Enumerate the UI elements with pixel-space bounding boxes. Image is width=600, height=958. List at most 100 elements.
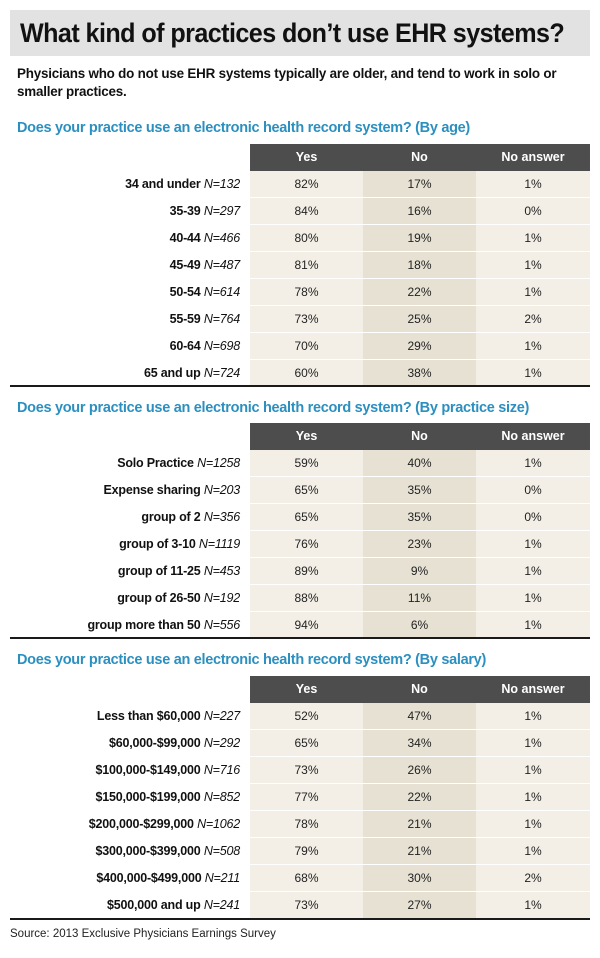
row-label: group more than 50 N=556 [10, 612, 240, 639]
cell-no: 21% [363, 838, 476, 864]
cell-no-answer: 1% [476, 333, 590, 359]
row-sample-size: N=241 [203, 898, 240, 912]
cell-yes: 79% [250, 838, 363, 864]
column-header-yes: Yes [295, 682, 318, 696]
table-row: $300,000-$399,000 N=508 79% 21% 1% [10, 838, 590, 865]
cell-yes: 76% [250, 531, 363, 557]
cell-no: 22% [363, 784, 476, 810]
cell-no: 35% [363, 477, 476, 503]
cell-no: 18% [363, 252, 476, 278]
row-label: 35-39 N=297 [10, 198, 241, 225]
row-label: $400,000-$499,000 N=211 [10, 865, 240, 892]
cell-no-answer: 1% [476, 784, 590, 810]
table-row: $500,000 and up N=241 73% 27% 1% [10, 892, 590, 919]
table-header: Yes No No answer [250, 423, 590, 450]
row-label: Expense sharing N=203 [10, 477, 241, 504]
table-row: Expense sharing N=203 65% 35% 0% [10, 477, 590, 504]
row-label: group of 26-50 N=192 [10, 585, 240, 612]
cell-no: 27% [363, 892, 476, 918]
cell-no-answer: 1% [476, 558, 590, 584]
cell-no-answer: 0% [476, 198, 590, 224]
row-sample-size: N=203 [203, 483, 240, 497]
cell-no-answer: 1% [476, 838, 590, 864]
row-sample-size: N=698 [203, 339, 240, 353]
cell-no-answer: 1% [476, 279, 590, 305]
table-row: group more than 50 N=556 94% 6% 1% [10, 612, 590, 639]
row-label: 65 and up N=724 [10, 360, 240, 387]
cell-no-answer: 0% [476, 477, 590, 503]
table-row: group of 3-10 N=1119 76% 23% 1% [10, 531, 590, 558]
row-label: Less than $60,000 N=227 [10, 703, 240, 730]
row-sample-size: N=227 [203, 709, 240, 723]
cell-no: 17% [363, 171, 476, 197]
cell-yes: 59% [250, 450, 363, 476]
cell-no-answer: 1% [476, 225, 590, 251]
table-row: $150,000-$199,000 N=852 77% 22% 1% [10, 784, 590, 811]
cell-no-answer: 1% [476, 811, 590, 837]
row-label-text: $150,000-$199,000 [95, 790, 204, 804]
row-sample-size: N=292 [203, 736, 240, 750]
table-salary: Yes No No answer Less than $60,000 N=227 52%… [10, 676, 590, 919]
table-row: $400,000-$499,000 N=211 68% 30% 2% [10, 865, 590, 892]
row-sample-size: N=1258 [197, 456, 240, 470]
row-label-text: $500,000 and up [106, 898, 204, 912]
cell-yes: 73% [250, 306, 363, 332]
column-header-no-answer: No answer [501, 429, 565, 443]
source-note: Source: 2013 Exclusive Physicians Earnin… [10, 928, 276, 940]
cell-no: 47% [363, 703, 476, 729]
row-label-text: 40-44 [169, 231, 204, 245]
cell-yes: 94% [250, 612, 363, 638]
table-row: group of 11-25 N=453 89% 9% 1% [10, 558, 590, 585]
row-sample-size: N=556 [203, 618, 240, 632]
section-heading-salary: Does your practice use an electronic hea… [17, 652, 486, 668]
cell-no: 30% [363, 865, 476, 891]
row-label: $100,000-$149,000 N=716 [10, 757, 241, 784]
cell-no: 11% [363, 585, 476, 611]
row-sample-size: N=211 [204, 871, 240, 885]
table-row: group of 26-50 N=192 88% 11% 1% [10, 585, 590, 612]
section-divider [10, 637, 590, 639]
row-label-text: 65 and up [143, 366, 204, 380]
row-sample-size: N=716 [203, 763, 240, 777]
cell-no: 9% [363, 558, 476, 584]
table-row: 50-54 N=614 78% 22% 1% [10, 279, 590, 306]
row-label-text: 45-49 [169, 258, 204, 272]
row-sample-size: N=192 [203, 591, 240, 605]
row-label-text: $60,000-$99,000 [109, 736, 204, 750]
column-header-yes: Yes [295, 150, 318, 164]
cell-no-answer: 1% [476, 757, 590, 783]
cell-yes: 73% [250, 892, 363, 918]
cell-yes: 77% [250, 784, 363, 810]
table-row: $60,000-$99,000 N=292 65% 34% 1% [10, 730, 590, 757]
row-sample-size: N=1062 [197, 817, 240, 831]
cell-yes: 73% [250, 757, 363, 783]
row-label: group of 11-25 N=453 [10, 558, 240, 585]
row-label-text: $200,000-$299,000 [88, 817, 198, 831]
row-sample-size: N=508 [203, 844, 240, 858]
cell-no-answer: 1% [476, 585, 590, 611]
cell-no: 29% [363, 333, 476, 359]
column-header-no: No [411, 682, 428, 696]
row-sample-size: N=453 [203, 564, 240, 578]
column-header-no-answer: No answer [501, 682, 565, 696]
row-label-text: 55-59 [169, 312, 204, 326]
cell-yes: 60% [250, 360, 363, 386]
section-heading-practice-size: Does your practice use an electronic hea… [17, 400, 529, 416]
row-label: 55-59 N=764 [10, 306, 241, 333]
cell-yes: 81% [250, 252, 363, 278]
subtitle: Physicians who do not use EHR systems ty… [17, 66, 557, 99]
cell-no: 38% [363, 360, 476, 386]
cell-yes: 52% [250, 703, 363, 729]
cell-no: 34% [363, 730, 476, 756]
row-label-text: group of 3-10 [119, 537, 199, 551]
cell-no: 6% [363, 612, 476, 638]
cell-no-answer: 1% [476, 730, 590, 756]
row-label: $60,000-$99,000 N=292 [10, 730, 240, 757]
row-label: $200,000-$299,000 N=1062 [10, 811, 240, 838]
row-label-text: Expense sharing [103, 483, 204, 497]
row-label-text: group of 11-25 [117, 564, 204, 578]
table-row: 34 and under N=132 82% 17% 1% [10, 171, 590, 198]
cell-no-answer: 1% [476, 252, 590, 278]
column-header-no-answer: No answer [501, 150, 565, 164]
cell-no-answer: 1% [476, 171, 590, 197]
